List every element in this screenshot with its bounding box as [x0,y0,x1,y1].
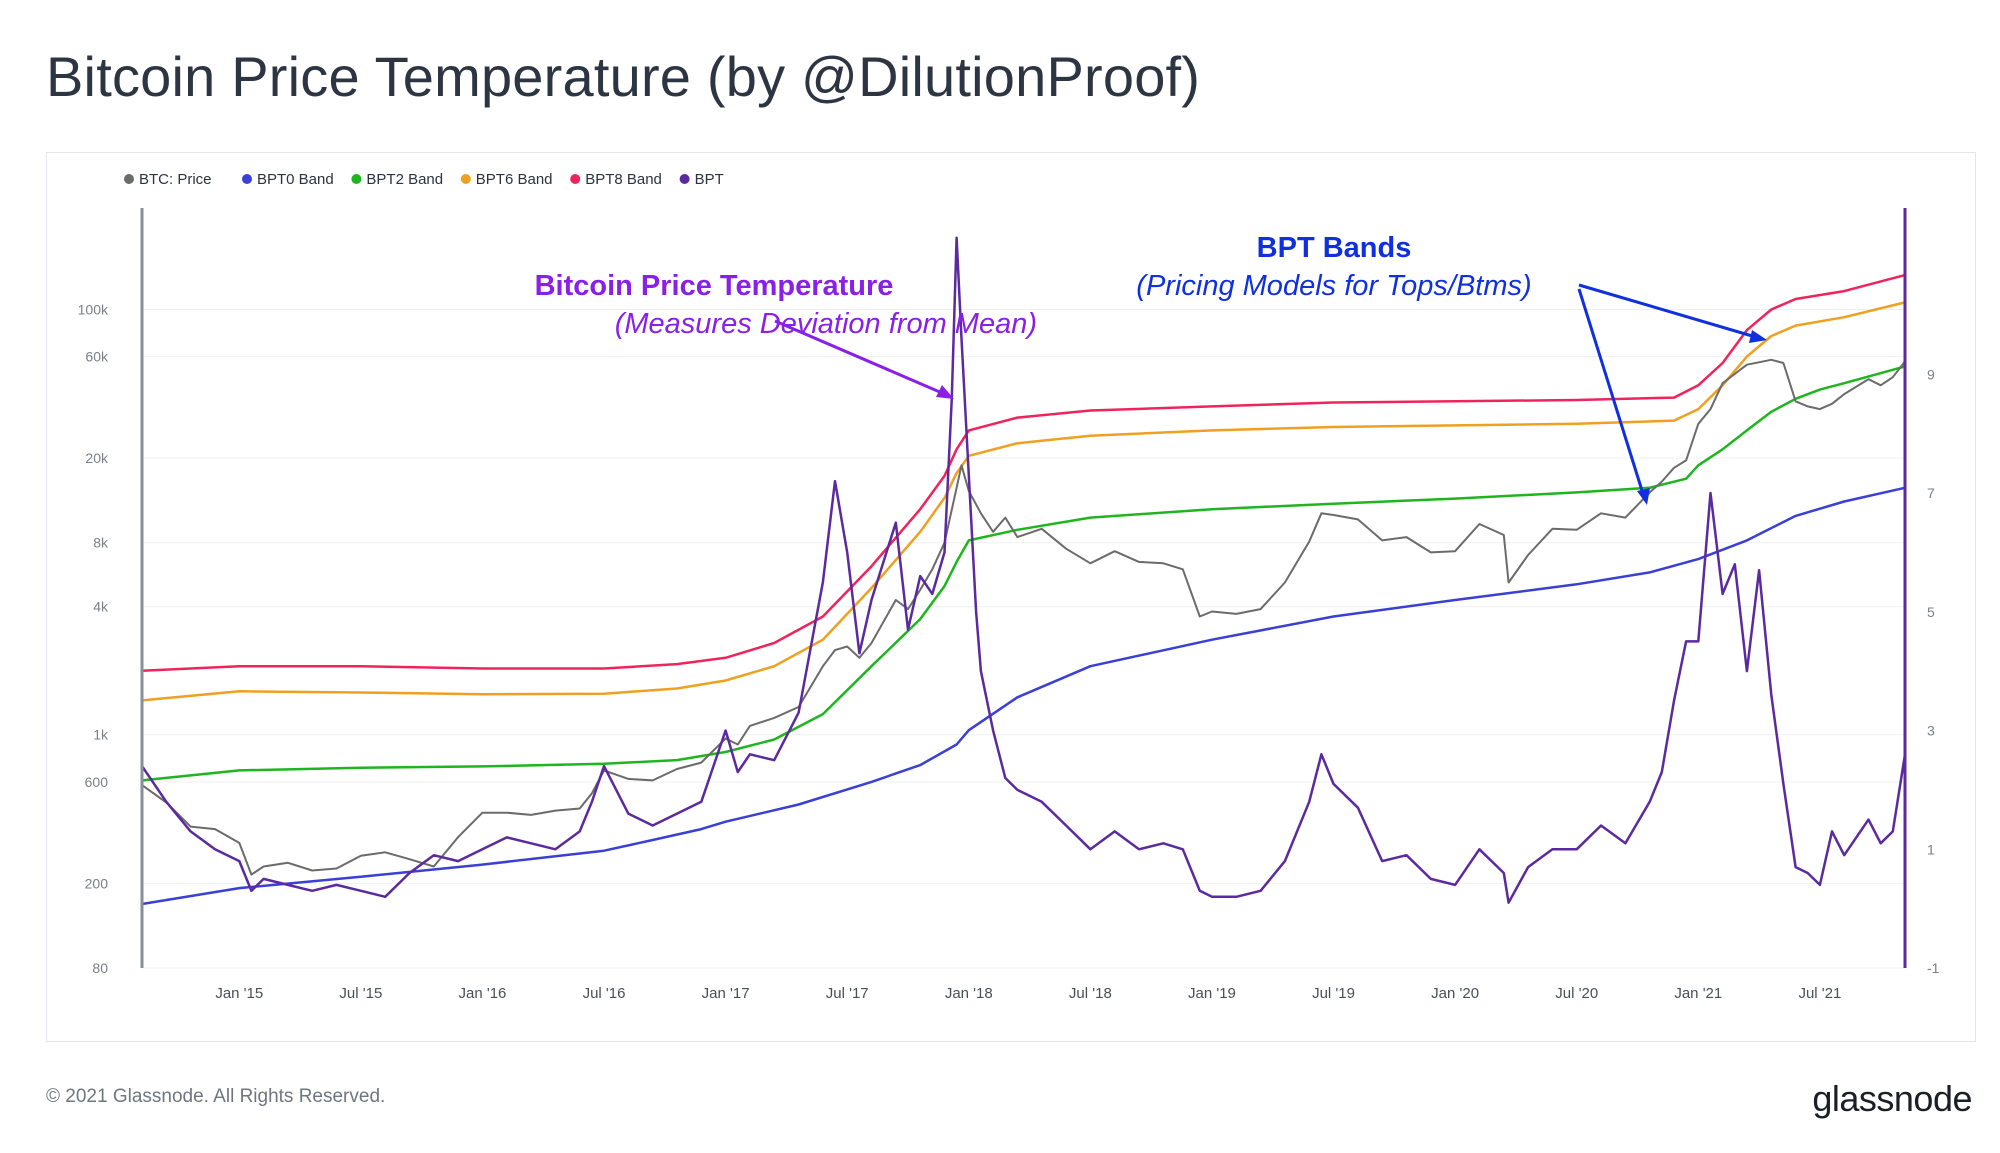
y-left-tick-5: 4k [93,599,109,615]
legend-item-3: BPT2 Band [366,171,443,188]
x-tick-5: Jan '17 [702,985,750,1002]
x-tick-10: Jul '19 [1312,985,1355,1002]
series-bpt0-band [141,486,1906,906]
x-tick-8: Jul '18 [1069,985,1112,1002]
bands-annotation-title: BPT Bands [1257,232,1412,264]
y-left-tick-3: 600 [85,774,109,790]
legend-item-1: BTC: Price [139,171,212,188]
y-left-tick-9: 100k [78,301,109,317]
y-right-tick-2: 1 [1927,841,1935,857]
x-tick-4: Jul '16 [583,985,626,1002]
x-tick-14: Jul '21 [1798,985,1841,1002]
x-tick-12: Jul '20 [1555,985,1598,1002]
y-left-tick-7: 20k [85,450,109,466]
chart-ticks: 80 200 600 1k 4k 8k 20k 60k 100k -1 1 3 5 7 9 Jan '15 Ju… [78,301,1940,1002]
y-left-tick-2: 200 [85,875,109,891]
legend-item-6: BPT [695,171,724,188]
y-left-tick-6: 8k [93,535,109,551]
x-tick-11: Jan '20 [1431,985,1479,1002]
dot-icon [242,174,252,184]
chart-legend: BTC: Price BPT0 Band BPT2 Band BPT6 Band BPT… [124,171,724,188]
dot-icon [570,174,581,184]
x-tick-2: Jul '15 [339,985,382,1002]
chart-gridlines [142,308,1905,969]
glassnode-logo: glassnode [1812,1078,1972,1119]
x-tick-13: Jan '21 [1674,985,1722,1002]
bands-arrow-upper [1578,283,1760,340]
y-right-tick-3: 3 [1927,723,1935,739]
chart-axes [140,208,1907,968]
bands-arrowhead-lower [1637,488,1650,505]
bpt-annotation-subtitle: (Measures Deviation from Mean) [615,308,1037,340]
bpt-annotation-title: Bitcoin Price Temperature [535,270,894,302]
dot-icon [124,174,134,184]
y-left-tick-4: 1k [93,727,109,743]
legend-item-2: BPT0 Band [257,171,334,188]
y-right-tick-6: 9 [1927,366,1935,382]
y-left-tick-8: 60k [85,349,109,365]
chart-panel: BTC: Price BPT0 Band BPT2 Band BPT6 Band BPT… [46,152,1976,1042]
bands-arrow-lower [1577,288,1646,498]
legend-item-4: BPT6 Band [476,171,553,188]
dot-icon [460,174,471,184]
y-left-tick-1: 80 [92,960,108,976]
page-title: Bitcoin Price Temperature (by @DilutionP… [46,45,1201,108]
bpt-arrowhead [936,385,954,399]
bpt-chart: BTC: Price BPT0 Band BPT2 Band BPT6 Band BPT… [78,171,1940,1002]
chart-series [140,236,1907,906]
series-bpt2-band [141,365,1906,782]
series-btc-price [141,358,1906,876]
legend-item-5: BPT8 Band [585,171,662,188]
x-tick-6: Jul '17 [826,985,869,1002]
dot-icon [351,174,362,184]
chart-annotations: Bitcoin Price Temperature (Measures Devi… [535,232,1767,505]
x-tick-7: Jan '18 [945,985,993,1002]
series-bpt6-band [141,301,1906,702]
bands-annotation-subtitle: (Pricing Models for Tops/Btms) [1136,270,1531,302]
x-tick-9: Jan '19 [1188,985,1236,1002]
series-bpt [140,236,1907,904]
y-right-tick-5: 7 [1927,485,1935,501]
bands-arrowhead-upper [1749,330,1767,343]
series-bpt8-band [141,273,1906,672]
dot-icon [679,174,690,184]
x-tick-3: Jan '16 [458,985,506,1002]
x-tick-1: Jan '15 [215,985,263,1002]
annotation-arrows [774,283,1767,505]
y-right-tick-4: 5 [1927,604,1935,620]
bpt-arrow [774,319,950,398]
y-right-tick-1: -1 [1927,960,1940,976]
footer-copyright: © 2021 Glassnode. All Rights Reserved. [46,1086,386,1107]
